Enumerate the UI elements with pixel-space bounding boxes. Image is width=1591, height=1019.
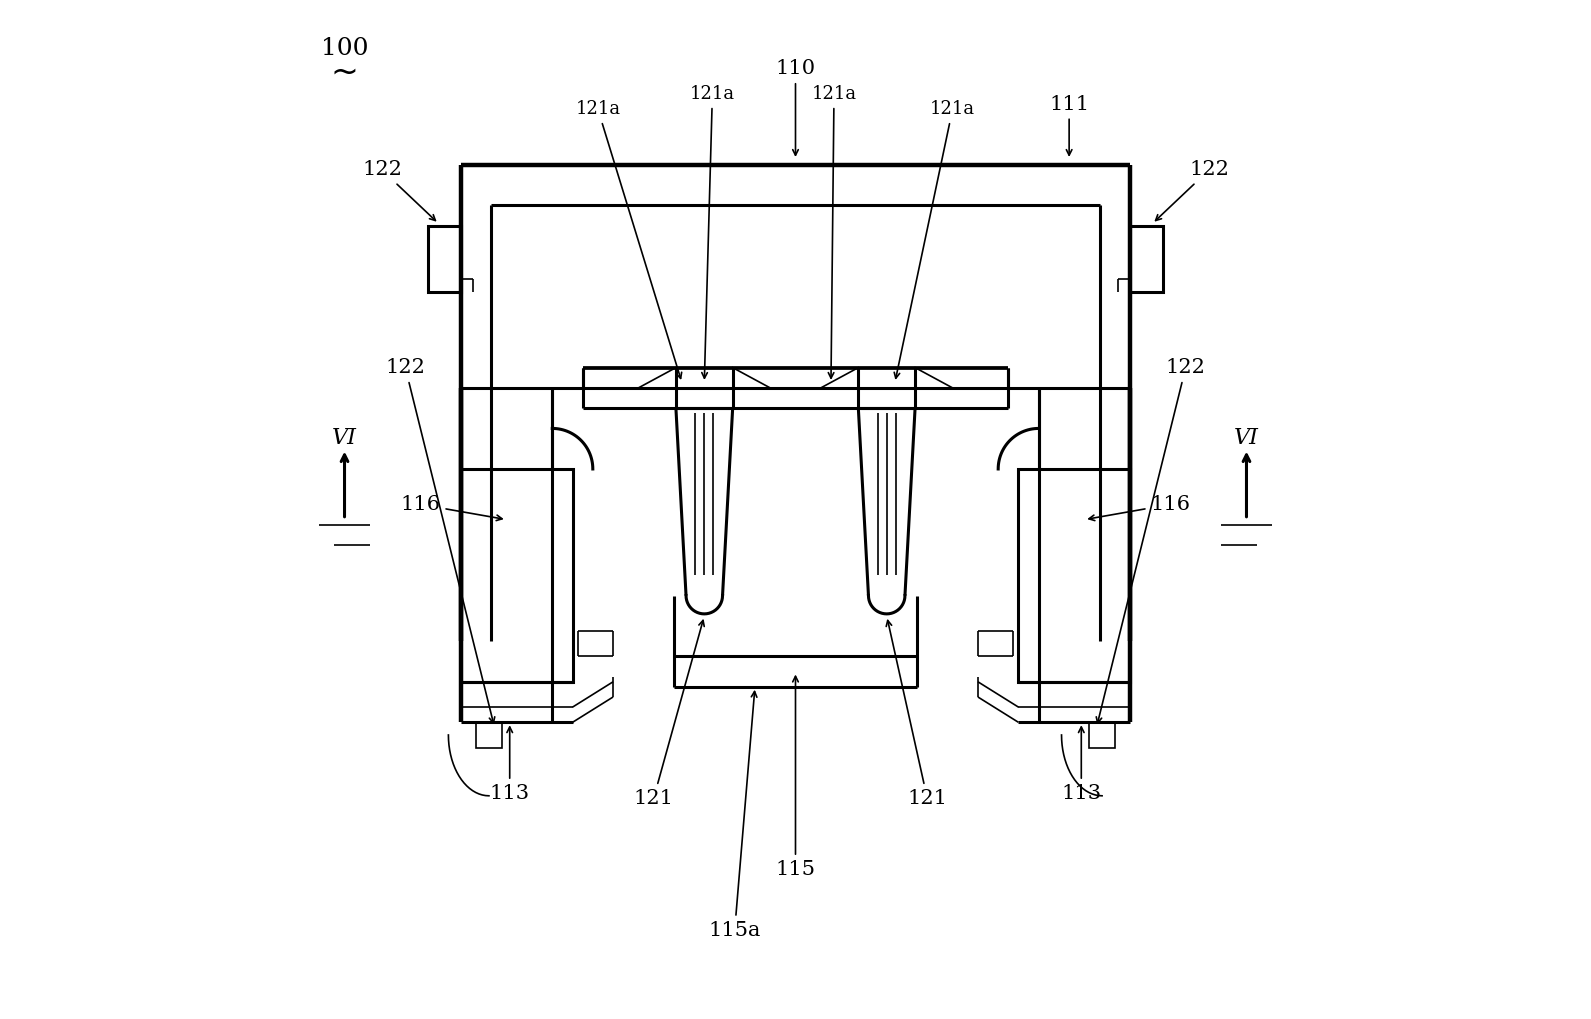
Text: 116: 116 (401, 495, 503, 521)
Bar (476, 722, 501, 748)
Text: 113: 113 (490, 727, 530, 803)
Text: 121: 121 (886, 621, 947, 808)
Text: VI: VI (1235, 427, 1258, 448)
Text: 122: 122 (1155, 161, 1228, 220)
Text: 115: 115 (775, 677, 816, 878)
Text: 121a: 121a (576, 100, 681, 378)
Text: 121a: 121a (690, 85, 735, 378)
Bar (428, 226, 461, 291)
Text: 122: 122 (1096, 358, 1206, 722)
Text: 113: 113 (1061, 727, 1101, 803)
Text: 100: 100 (321, 37, 368, 60)
Text: 121a: 121a (811, 85, 856, 378)
Text: ~: ~ (331, 55, 358, 89)
Text: 116: 116 (1088, 495, 1190, 521)
Text: 121: 121 (633, 621, 705, 808)
Bar (461, 469, 573, 682)
Text: 122: 122 (385, 358, 495, 722)
Text: 121a: 121a (894, 100, 975, 378)
Text: 110: 110 (775, 59, 816, 155)
Text: VI: VI (333, 427, 356, 448)
Text: 115a: 115a (708, 692, 760, 940)
Bar (1090, 722, 1115, 748)
Text: 111: 111 (1048, 95, 1090, 155)
Bar (1130, 226, 1163, 291)
Bar (1018, 469, 1130, 682)
Text: 122: 122 (363, 161, 436, 220)
